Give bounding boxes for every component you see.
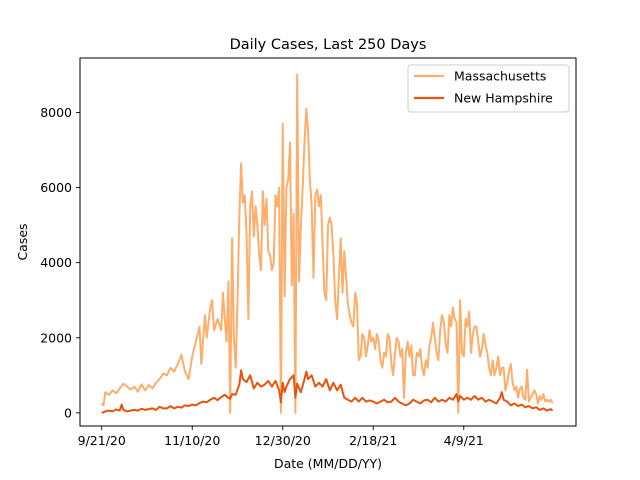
x-tick-label: 12/30/20 — [255, 433, 311, 448]
y-tick-label: 2000 — [40, 330, 72, 345]
axes-frame — [79, 57, 577, 427]
x-tick-label: 4/9/21 — [444, 433, 484, 448]
plot-lines — [100, 73, 554, 414]
y-axis-ticks: 0 2000 4000 6000 8000 — [40, 105, 80, 420]
x-axis-label: Date (MM/DD/YY) — [274, 456, 382, 471]
y-tick-label: 4000 — [40, 255, 72, 270]
legend-box — [407, 64, 570, 113]
x-tick-label: 9/21/20 — [78, 433, 126, 448]
x-axis-ticks: 9/21/20 11/10/20 12/30/20 2/18/21 4/9/21 — [78, 426, 484, 448]
y-tick-label: 8000 — [40, 105, 72, 120]
x-tick-label: 2/18/21 — [349, 433, 397, 448]
legend-label-new-hampshire: New Hampshire — [454, 91, 553, 106]
legend-label-massachusetts: Massachusetts — [454, 69, 546, 84]
series-line-massachusetts — [100, 73, 554, 414]
y-axis-label: Cases — [15, 223, 30, 260]
chart-title: Daily Cases, Last 250 Days — [230, 37, 427, 53]
x-tick-label: 11/10/20 — [164, 433, 220, 448]
series-line-new-hampshire — [101, 369, 554, 414]
y-tick-label: 0 — [64, 405, 72, 420]
y-tick-label: 6000 — [40, 180, 72, 195]
legend: Massachusetts New Hampshire — [407, 64, 570, 113]
